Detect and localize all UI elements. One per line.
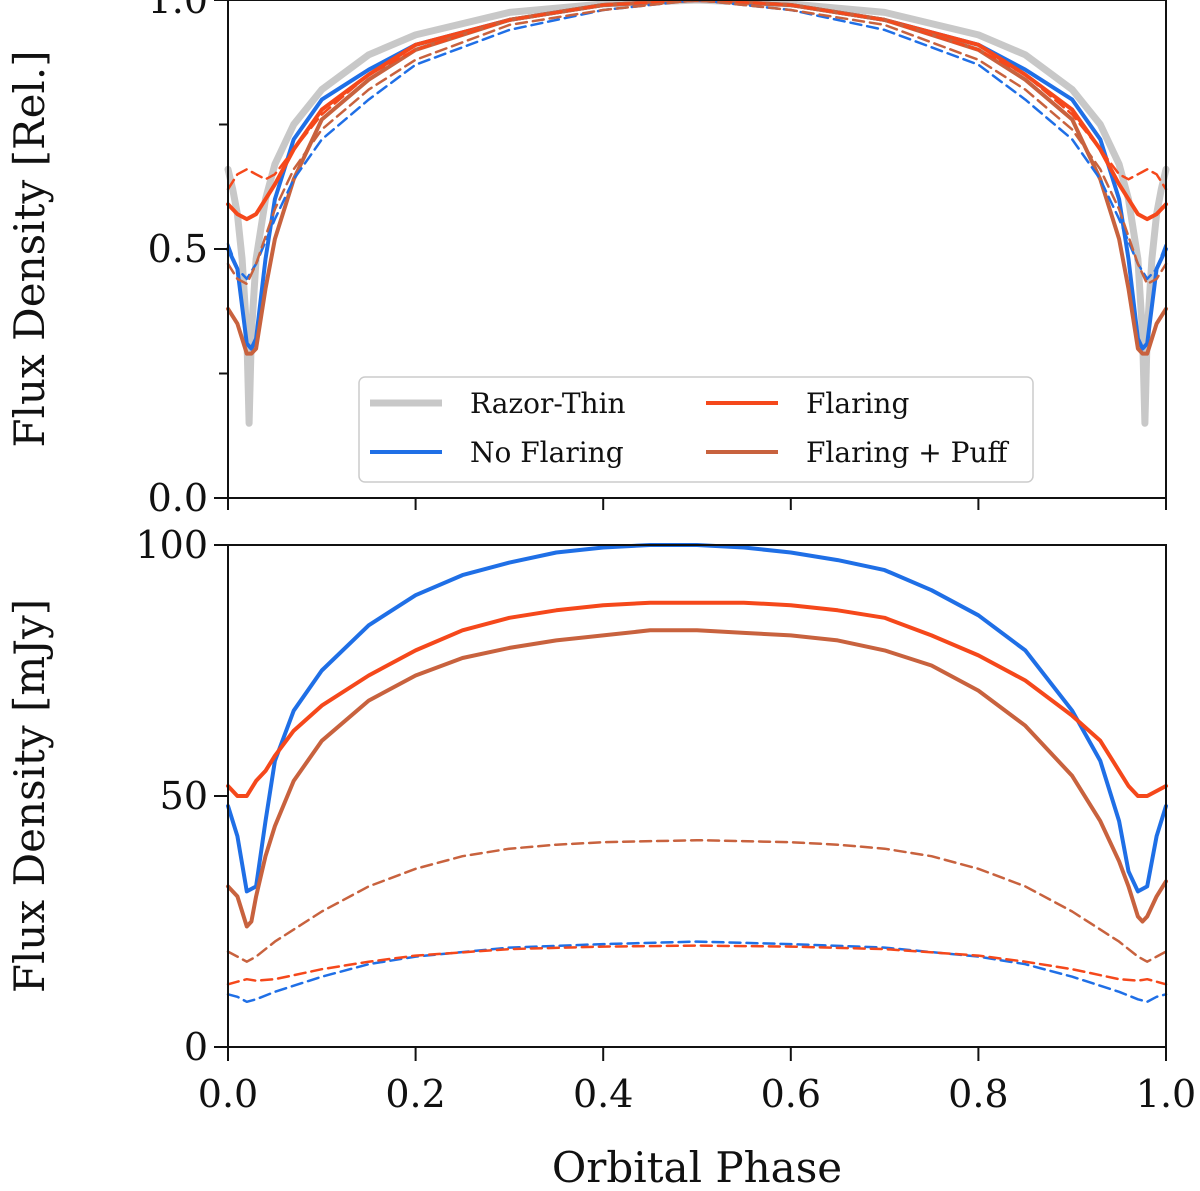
bottom-y-tick-label: 0 xyxy=(184,1025,208,1069)
bottom-x-ticks: 0.0 0.2 0.4 0.6 0.8 1.0 xyxy=(198,1047,1196,1116)
top-series-razor-thin xyxy=(224,0,1170,427)
legend-label-razor-thin: Razor-Thin xyxy=(470,387,626,420)
legend-label-flaring-puff: Flaring + Puff xyxy=(806,436,1010,469)
top-y-axis-title: Flux Density [Rel.] xyxy=(5,50,54,447)
x-tick-label: 0.4 xyxy=(573,1072,633,1116)
bottom-y-tick-label: 100 xyxy=(135,523,208,567)
legend: Razor-Thin No Flaring Flaring Flaring + … xyxy=(358,376,1034,483)
top-series-no-flaring-dashed xyxy=(226,0,1168,281)
legend-label-no-flaring: No Flaring xyxy=(470,436,624,469)
bottom-y-axis-title: Flux Density [mJy] xyxy=(5,599,54,993)
bottom-series-flaring-puff-dashed xyxy=(226,838,1168,963)
bottom-panel: 0 50 100 0.0 0.2 0.4 0.6 0.8 1.0 Flux Density [… xyxy=(5,523,1196,1191)
x-tick-label: 0.2 xyxy=(385,1072,445,1116)
bottom-series-no-flaring-dashed xyxy=(226,940,1168,1004)
bottom-y-tick-label: 50 xyxy=(160,774,208,818)
top-series-group xyxy=(224,0,1170,427)
x-axis-title: Orbital Phase xyxy=(552,1143,842,1191)
top-y-tick-label: 0.0 xyxy=(148,476,208,520)
top-series-flaring-puff xyxy=(226,0,1168,356)
top-series-no-flaring xyxy=(226,0,1168,351)
top-panel: 0.0 0.5 1.0 Flux Density [Rel.] Razor-Thin… xyxy=(5,0,1170,520)
bottom-series-flaring-puff xyxy=(226,628,1168,929)
top-y-tick-label: 0.5 xyxy=(148,227,208,271)
bottom-series-flaring xyxy=(226,600,1168,798)
bottom-y-ticks: 0 50 100 xyxy=(135,523,228,1069)
legend-frame xyxy=(358,376,1034,483)
x-tick-label: 0.8 xyxy=(948,1072,1008,1116)
top-y-tick-label: 1.0 xyxy=(148,0,208,22)
top-series-flaring-puff-dashed xyxy=(226,0,1168,286)
bottom-series-flaring-dashed xyxy=(226,944,1168,986)
top-series-flaring xyxy=(226,0,1168,222)
top-series-flaring-dashed xyxy=(226,0,1168,191)
x-tick-label: 0.6 xyxy=(761,1072,821,1116)
x-tick-label: 1.0 xyxy=(1136,1072,1196,1116)
legend-label-flaring: Flaring xyxy=(806,387,909,420)
top-y-ticks: 0.0 0.5 1.0 xyxy=(148,0,1167,520)
x-tick-label: 0.0 xyxy=(198,1072,258,1116)
